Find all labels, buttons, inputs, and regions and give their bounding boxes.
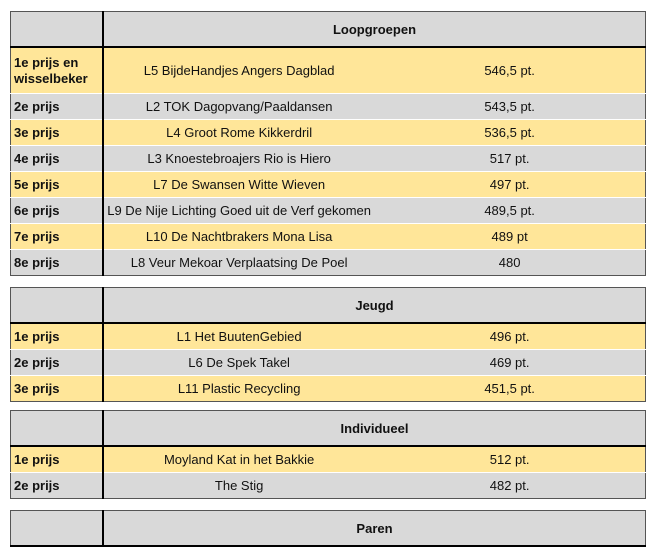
header-empty-cell bbox=[10, 11, 104, 48]
table-row: 1e prijs en wisselbeker L5 BijdeHandjes … bbox=[10, 46, 646, 94]
score-cell: 517 pt. bbox=[374, 145, 646, 172]
score-cell: 469 pt. bbox=[374, 349, 646, 376]
section-title: Jeugd bbox=[103, 287, 646, 324]
prize-cell: 2e prijs bbox=[10, 93, 104, 120]
score-cell: 497 pt. bbox=[374, 171, 646, 198]
table-row: 2e prijs The Stig 482 pt. bbox=[10, 472, 646, 499]
prize-cell: 8e prijs bbox=[10, 249, 104, 276]
table-row: 4e prijs L3 Knoestebroajers Rio is Hiero… bbox=[10, 145, 646, 172]
table-row: 2e prijs L2 TOK Dagopvang/Paaldansen 543… bbox=[10, 93, 646, 120]
name-cell: L4 Groot Rome Kikkerdril bbox=[103, 119, 375, 146]
score-cell: 512 pt. bbox=[374, 445, 646, 473]
name-cell: L2 TOK Dagopvang/Paaldansen bbox=[103, 93, 375, 120]
name-cell: L10 De Nachtbrakers Mona Lisa bbox=[103, 223, 375, 250]
prize-cell: 1e prijs bbox=[10, 445, 104, 473]
score-cell: 489,5 pt. bbox=[374, 197, 646, 224]
table-jeugd: Jeugd 1e prijs L1 Het BuutenGebied 496 p… bbox=[10, 287, 646, 402]
header-empty-cell bbox=[10, 287, 104, 324]
name-cell: L8 Veur Mekoar Verplaatsing De Poel bbox=[103, 249, 375, 276]
score-cell: 543,5 pt. bbox=[374, 93, 646, 120]
header-empty-cell bbox=[10, 510, 104, 547]
table-row: 8e prijs L8 Veur Mekoar Verplaatsing De … bbox=[10, 249, 646, 276]
name-cell: Moyland Kat in het Bakkie bbox=[103, 445, 375, 473]
table-individueel: Individueel 1e prijs Moyland Kat in het … bbox=[10, 410, 646, 499]
prize-cell: 2e prijs bbox=[10, 349, 104, 376]
section-title: Loopgroepen bbox=[103, 11, 646, 48]
section-title: Paren bbox=[103, 510, 646, 547]
name-cell: L1 Het BuutenGebied bbox=[103, 322, 375, 350]
table-row: 5e prijs L7 De Swansen Witte Wieven 497 … bbox=[10, 171, 646, 198]
score-cell: 480 bbox=[374, 249, 646, 276]
prize-cell: 4e prijs bbox=[10, 145, 104, 172]
prize-cell: 5e prijs bbox=[10, 171, 104, 198]
table-row: 6e prijs L9 De Nije Lichting Goed uit de… bbox=[10, 197, 646, 224]
table-header: Paren bbox=[10, 510, 646, 547]
table-row: 2e prijs L6 De Spek Takel 469 pt. bbox=[10, 349, 646, 376]
table-row: 3e prijs L11 Plastic Recycling 451,5 pt. bbox=[10, 375, 646, 402]
section-title: Individueel bbox=[103, 410, 646, 447]
table-row: 1e prijs L1 Het BuutenGebied 496 pt. bbox=[10, 322, 646, 350]
table-header: Individueel bbox=[10, 410, 646, 447]
score-cell: 489 pt bbox=[374, 223, 646, 250]
prize-cell: 2e prijs bbox=[10, 472, 104, 499]
score-cell: 536,5 pt. bbox=[374, 119, 646, 146]
table-row: 7e prijs L10 De Nachtbrakers Mona Lisa 4… bbox=[10, 223, 646, 250]
name-cell: L11 Plastic Recycling bbox=[103, 375, 375, 402]
table-row: 3e prijs L4 Groot Rome Kikkerdril 536,5 … bbox=[10, 119, 646, 146]
prize-cell: 3e prijs bbox=[10, 119, 104, 146]
name-cell: L7 De Swansen Witte Wieven bbox=[103, 171, 375, 198]
score-cell: 496 pt. bbox=[374, 322, 646, 350]
score-cell: 482 pt. bbox=[374, 472, 646, 499]
table-row: 1e prijs Moyland Kat in het Bakkie 512 p… bbox=[10, 445, 646, 473]
header-empty-cell bbox=[10, 410, 104, 447]
name-cell: L6 De Spek Takel bbox=[103, 349, 375, 376]
table-loopgroepen: Loopgroepen 1e prijs en wisselbeker L5 B… bbox=[10, 11, 646, 276]
prize-cell: 1e prijs bbox=[10, 322, 104, 350]
name-cell: The Stig bbox=[103, 472, 375, 499]
prize-cell: 3e prijs bbox=[10, 375, 104, 402]
name-cell: L9 De Nije Lichting Goed uit de Verf gek… bbox=[103, 197, 375, 224]
score-cell: 546,5 pt. bbox=[374, 46, 646, 94]
name-cell: L3 Knoestebroajers Rio is Hiero bbox=[103, 145, 375, 172]
table-header: Jeugd bbox=[10, 287, 646, 324]
prize-cell: 6e prijs bbox=[10, 197, 104, 224]
name-cell: L5 BijdeHandjes Angers Dagblad bbox=[103, 46, 375, 94]
prize-cell: 1e prijs en wisselbeker bbox=[10, 46, 104, 94]
table-paren: Paren bbox=[10, 510, 646, 547]
score-cell: 451,5 pt. bbox=[374, 375, 646, 402]
prize-cell: 7e prijs bbox=[10, 223, 104, 250]
table-header: Loopgroepen bbox=[10, 11, 646, 48]
